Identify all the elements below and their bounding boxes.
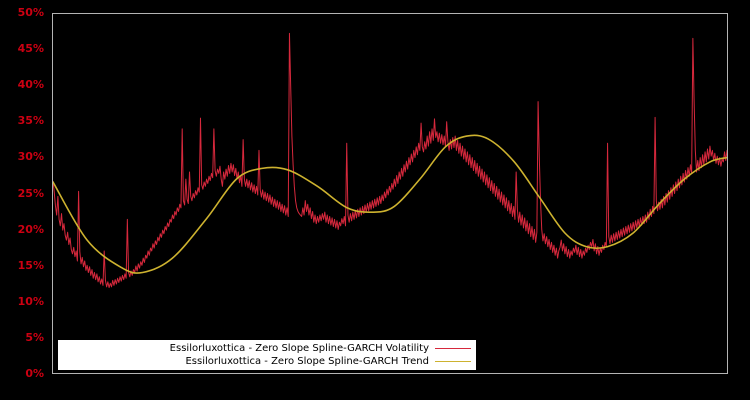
legend-swatch-volatility [435, 348, 471, 349]
legend-entry-volatility: Essilorluxottica - Zero Slope Spline-GAR… [170, 342, 471, 355]
y-tick-label: 30% [17, 150, 44, 164]
trend-series-line [53, 134, 727, 274]
y-tick-label: 40% [17, 78, 44, 92]
chart-legend: Essilorluxottica - Zero Slope Spline-GAR… [58, 340, 476, 370]
y-tick-label: 5% [25, 330, 44, 344]
chart-canvas [53, 32, 727, 289]
y-tick-label: 45% [17, 42, 44, 56]
legend-label-trend: Essilorluxottica - Zero Slope Spline-GAR… [185, 356, 429, 367]
legend-label-volatility: Essilorluxottica - Zero Slope Spline-GAR… [169, 343, 429, 354]
plot-area [52, 13, 728, 374]
legend-entry-trend: Essilorluxottica - Zero Slope Spline-GAR… [185, 355, 471, 368]
volatility-series-line [53, 32, 727, 289]
y-tick-label: 25% [17, 186, 44, 200]
y-tick-label: 0% [25, 367, 44, 380]
legend-swatch-trend [435, 361, 471, 362]
y-tick-label: 20% [17, 222, 44, 236]
y-tick-label: 10% [17, 294, 44, 308]
y-tick-label: 15% [17, 258, 44, 272]
y-tick-label: 50% [17, 6, 44, 19]
y-tick-label: 35% [17, 114, 44, 128]
